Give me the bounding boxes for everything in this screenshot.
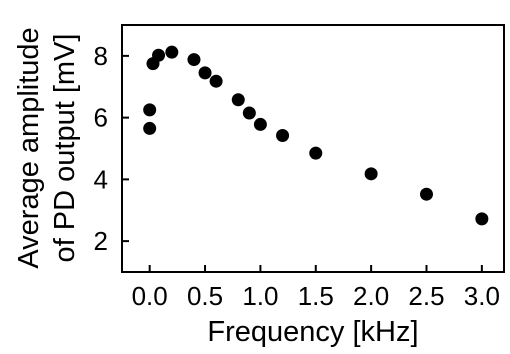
y-tick-label: 8 (94, 41, 108, 71)
y-axis-label-line-1: Average amplitude (13, 27, 45, 268)
x-tick-label: 3.0 (464, 281, 500, 311)
x-tick-label: 2.0 (353, 281, 389, 311)
x-tick-label: 1.0 (242, 281, 278, 311)
y-axis-label-line-2: of PD output [mV] (49, 34, 81, 263)
x-tick-label: 0.0 (132, 281, 168, 311)
data-point (143, 121, 157, 135)
data-point (143, 103, 157, 117)
data-point (198, 66, 212, 80)
data-point (231, 93, 245, 107)
plot-frame (121, 24, 505, 273)
data-point (253, 117, 267, 131)
x-tick-labels: 0.0 0.5 1.0 1.5 2.0 2.5 3.0 (132, 281, 500, 311)
data-point (309, 146, 323, 160)
y-tick-label: 6 (94, 103, 108, 133)
axis-ticks (122, 54, 483, 272)
y-tick-labels: 2 4 6 8 (94, 41, 108, 256)
y-tick-label: 2 (94, 226, 108, 256)
data-point (419, 187, 433, 201)
data-point (209, 74, 223, 88)
data-point (152, 48, 166, 62)
x-tick-label: 0.5 (187, 281, 223, 311)
data-points (143, 45, 489, 226)
data-point (475, 212, 489, 226)
x-axis-label: Frequency [kHz] (207, 316, 418, 348)
x-tick-label: 1.5 (298, 281, 334, 311)
data-point (242, 106, 256, 120)
data-point (165, 45, 179, 59)
data-point (187, 53, 201, 67)
y-tick-label: 4 (94, 164, 108, 194)
data-point (276, 129, 290, 143)
data-point (364, 167, 378, 181)
x-tick-label: 2.5 (408, 281, 444, 311)
